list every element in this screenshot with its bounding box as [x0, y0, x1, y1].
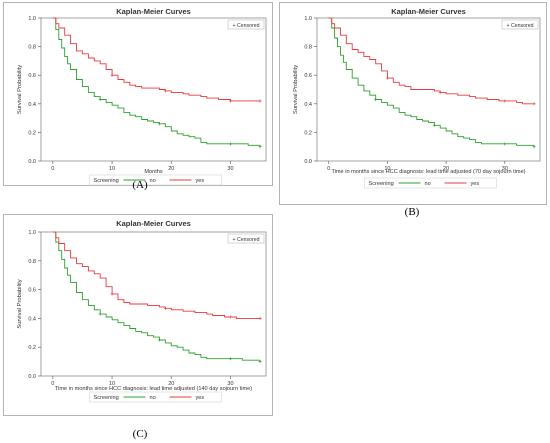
series-legend-box [89, 174, 222, 186]
censored-legend-box [501, 19, 539, 30]
censor-marker-yes [258, 99, 262, 103]
legend-label-yes: yes [471, 181, 480, 187]
y-axis-label: Survival Probability [17, 65, 23, 114]
panel-label-a: (A) [132, 179, 148, 191]
y-tick-label: 0.8 [304, 45, 312, 51]
series-legend-box [364, 177, 497, 189]
censor-marker-no [374, 98, 378, 102]
chart-title: Kaplan-Meier Curves [391, 7, 466, 16]
series-line-yes [52, 17, 261, 102]
x-tick-label: 30 [502, 166, 508, 172]
censor-marker-yes [163, 306, 167, 310]
censored-legend-label: + Censored [507, 23, 534, 29]
plot-frame [316, 17, 541, 162]
plot-frame [40, 17, 267, 162]
chart-panel-a: Kaplan-Meier Curves + Censored 0.0 0.2 0.4 0.… [3, 2, 273, 186]
x-tick-label: 20 [168, 381, 174, 387]
km-chart-b: Kaplan-Meier Curves + Censored 0.0 0.2 0.4 0.… [293, 7, 541, 189]
censored-legend-label: + Censored [233, 237, 260, 243]
x-axis-label: Time in months since HCC diagnosis: lead… [331, 169, 525, 175]
censored-legend-box [227, 19, 265, 30]
censor-marker-no [432, 123, 436, 127]
censor-marker-yes [228, 99, 232, 103]
censor-marker-yes [385, 76, 389, 80]
series-line-yes [52, 231, 261, 319]
x-tick-label: 0 [51, 381, 54, 387]
chart-title: Kaplan-Meier Curves [116, 219, 191, 228]
censor-marker-yes [163, 89, 167, 93]
chart-panel-b: Kaplan-Meier Curves + Censored 0.0 0.2 0.4 0.… [279, 2, 547, 205]
censor-marker-yes [503, 99, 507, 103]
censor-marker-yes [438, 90, 442, 94]
series-line-yes [328, 17, 535, 105]
x-tick-label: 10 [109, 381, 115, 387]
y-tick-label: 0.0 [28, 374, 36, 380]
y-tick-label: 0.0 [304, 159, 312, 165]
x-tick-label: 10 [384, 166, 390, 172]
panel-label-c: (C) [132, 428, 148, 440]
legend-label-no: no [425, 181, 431, 187]
censor-marker-yes [258, 316, 262, 320]
censored-legend-box [227, 233, 265, 244]
legend-title: Screening [94, 395, 119, 401]
y-tick-label: 0.4 [28, 316, 36, 322]
legend-title: Screening [369, 181, 394, 187]
censor-marker-no [503, 142, 507, 146]
y-tick-label: 0.8 [28, 259, 36, 265]
y-tick-label: 0.2 [304, 130, 312, 136]
censored-legend-label: + Censored [233, 23, 260, 29]
series-legend-box [89, 391, 222, 403]
censor-marker-no [157, 338, 161, 342]
x-tick-label: 30 [227, 166, 233, 172]
censor-marker-no [228, 142, 232, 146]
censor-marker-yes [532, 102, 536, 106]
y-tick-label: 0.6 [304, 73, 312, 79]
legend-label-yes: yes [196, 395, 205, 401]
x-tick-label: 20 [443, 166, 449, 172]
plot-frame [40, 231, 267, 377]
censor-marker-yes [110, 73, 114, 77]
y-tick-label: 0.2 [28, 345, 36, 351]
censor-marker-no [258, 360, 262, 364]
y-tick-label: 0.8 [28, 45, 36, 51]
y-tick-label: 1.0 [304, 16, 312, 22]
censor-marker-no [98, 98, 102, 102]
panel-label-b: (B) [404, 206, 420, 218]
x-tick-label: 30 [227, 381, 233, 387]
legend-title: Screening [94, 178, 119, 184]
censor-marker-no [157, 122, 161, 126]
x-tick-label: 0 [327, 166, 330, 172]
series-line-no [52, 17, 261, 147]
km-chart-a: Kaplan-Meier Curves + Censored 0.0 0.2 0.4 0.… [17, 7, 267, 186]
censor-marker-no [258, 145, 262, 149]
y-tick-label: 1.0 [28, 16, 36, 22]
x-tick-label: 20 [168, 166, 174, 172]
chart-title: Kaplan-Meier Curves [116, 7, 191, 16]
series-line-no [52, 231, 261, 362]
km-chart-c: Kaplan-Meier Curves + Censored 0.0 0.2 0.4 0.… [17, 219, 267, 403]
series-line-no [328, 17, 535, 147]
y-tick-label: 0.0 [28, 159, 36, 165]
y-tick-label: 0.6 [28, 288, 36, 294]
legend-label-no: no [150, 395, 156, 401]
x-tick-label: 0 [51, 166, 54, 172]
censor-marker-no [98, 312, 102, 316]
y-tick-label: 0.2 [28, 130, 36, 136]
censor-marker-yes [228, 315, 232, 319]
censor-marker-no [532, 145, 536, 149]
x-tick-label: 10 [109, 166, 115, 172]
censor-marker-no [228, 357, 232, 361]
censor-marker-yes [110, 292, 114, 296]
x-axis-label: Time in months since HCC diagnosis: lead… [55, 386, 252, 392]
y-tick-label: 0.4 [28, 102, 36, 108]
x-axis-label: Months [144, 169, 163, 175]
legend-label-no: no [150, 178, 156, 184]
legend-label-yes: yes [196, 178, 205, 184]
y-tick-label: 1.0 [28, 230, 36, 236]
y-tick-label: 0.6 [28, 73, 36, 79]
y-tick-label: 0.4 [304, 102, 312, 108]
y-axis-label: Survival Probability [17, 279, 23, 328]
chart-panel-c: Kaplan-Meier Curves + Censored 0.0 0.2 0.4 0.… [3, 214, 273, 416]
y-axis-label: Survival Probability [293, 65, 299, 114]
